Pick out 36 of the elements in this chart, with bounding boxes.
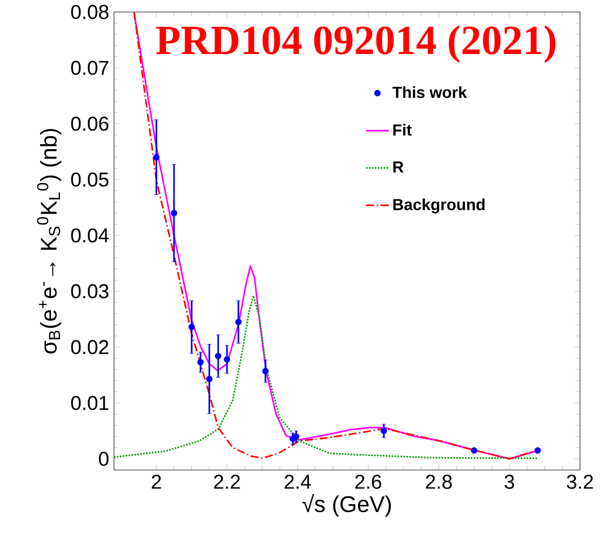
x-axis-title: √s (GeV) (302, 494, 391, 517)
x-tick-label: 2.4 (284, 474, 311, 489)
point (153, 154, 160, 160)
legend-label: Background (393, 198, 485, 214)
text: σ$_{B}$(e$^{+}$e$^{-}$→ K$_{S}$$^{0}$K$_{L}$$^{0}$) (nb) (37, 128, 62, 354)
point (380, 428, 388, 434)
point (262, 368, 269, 374)
point (197, 359, 204, 366)
legend-label: This work (392, 86, 467, 98)
point (214, 352, 222, 360)
y-tick-label: 0.05 (71, 172, 108, 187)
x-tick-label: 2.2 (214, 474, 240, 489)
point (206, 376, 213, 382)
legend-label: Fit (393, 124, 412, 136)
x-tick-label: 3.2 (566, 474, 593, 489)
y-tick-label: 0.08 (71, 4, 108, 20)
legend-label: R (393, 161, 404, 172)
point (235, 318, 242, 326)
point (224, 356, 230, 363)
x-tick-label: 2.8 (426, 474, 452, 489)
point (470, 447, 478, 454)
x-tick-label: 3 (504, 474, 514, 489)
point (534, 447, 541, 454)
x-tick-label: 2.6 (355, 474, 382, 489)
y-tick-label: 0.07 (71, 60, 108, 75)
x-tick-label: 2 (152, 474, 161, 489)
point (170, 210, 178, 216)
y-tick-label: 0.04 (71, 228, 109, 242)
y-tick-label: 0.03 (71, 284, 108, 298)
point (188, 324, 195, 330)
annotation: PRD104 092014 (2021) (156, 25, 556, 63)
y-tick-label: 0.02 (71, 340, 108, 354)
line-series (113, 294, 538, 460)
y-tick-label: 0 (98, 452, 108, 466)
y-tick-label: 0.06 (71, 116, 108, 131)
y-tick-label: 0.01 (71, 396, 108, 410)
